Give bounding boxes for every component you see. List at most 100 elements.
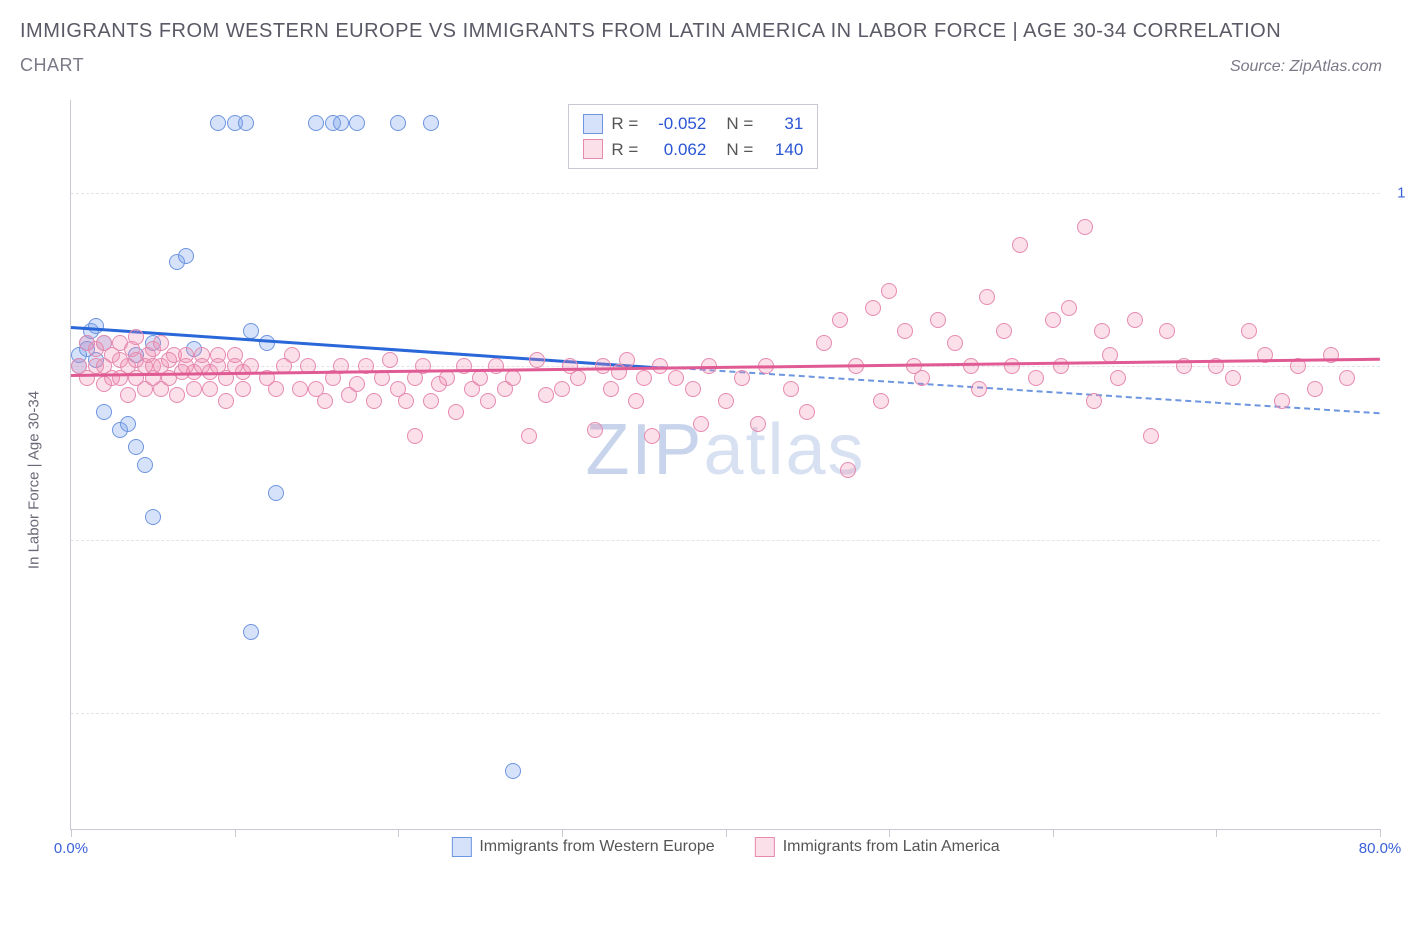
scatter-point — [947, 335, 963, 351]
scatter-point — [505, 763, 521, 779]
legend-swatch — [583, 139, 603, 159]
chart-subtitle: CHART — [20, 55, 84, 76]
x-tick — [1216, 829, 1217, 837]
scatter-point — [529, 352, 545, 368]
scatter-point — [734, 370, 750, 386]
scatter-point — [472, 370, 488, 386]
scatter-point — [1307, 381, 1323, 397]
scatter-point — [268, 381, 284, 397]
watermark: ZIPatlas — [585, 409, 865, 491]
scatter-point — [570, 370, 586, 386]
x-tick — [562, 829, 563, 837]
scatter-point — [1127, 312, 1143, 328]
correlation-legend: R = -0.052 N = 31R =0.062N =140 — [568, 104, 818, 169]
scatter-point — [88, 318, 104, 334]
scatter-point — [971, 381, 987, 397]
legend-series-label: Immigrants from Latin America — [783, 838, 1000, 856]
legend-series-label: Immigrants from Western Europe — [479, 838, 714, 856]
scatter-point — [750, 416, 766, 432]
scatter-point — [816, 335, 832, 351]
scatter-point — [1045, 312, 1061, 328]
scatter-point — [1086, 393, 1102, 409]
scatter-point — [1110, 370, 1126, 386]
scatter-point — [366, 393, 382, 409]
scatter-point — [145, 509, 161, 525]
scatter-point — [587, 422, 603, 438]
scatter-point — [382, 352, 398, 368]
legend-swatch — [451, 837, 471, 857]
scatter-point — [1274, 393, 1290, 409]
scatter-point — [603, 381, 619, 397]
scatter-point — [521, 428, 537, 444]
scatter-point — [1012, 237, 1028, 253]
scatter-point — [1061, 300, 1077, 316]
scatter-point — [554, 381, 570, 397]
scatter-point — [292, 381, 308, 397]
scatter-point — [349, 376, 365, 392]
scatter-point — [120, 416, 136, 432]
scatter-point — [178, 248, 194, 264]
x-tick — [71, 829, 72, 837]
scatter-point — [186, 381, 202, 397]
scatter-point — [284, 347, 300, 363]
scatter-point — [349, 115, 365, 131]
scatter-point — [120, 387, 136, 403]
legend-row: R =-0.052N =31 — [583, 111, 803, 137]
scatter-point — [268, 485, 284, 501]
scatter-point — [202, 381, 218, 397]
legend-r-label: R = — [611, 111, 638, 137]
scatter-point — [153, 335, 169, 351]
gridline — [71, 193, 1380, 194]
source-credit: Source: ZipAtlas.com — [1230, 58, 1382, 76]
x-tick-label: 80.0% — [1359, 840, 1402, 857]
scatter-point — [407, 428, 423, 444]
legend-n-label: N = — [726, 137, 753, 163]
scatter-point — [128, 329, 144, 345]
scatter-point — [963, 358, 979, 374]
x-tick — [398, 829, 399, 837]
gridline — [71, 540, 1380, 541]
scatter-point — [1159, 323, 1175, 339]
x-tick — [1380, 829, 1381, 837]
scatter-point — [448, 404, 464, 420]
scatter-point — [480, 393, 496, 409]
scatter-point — [1028, 370, 1044, 386]
scatter-point — [595, 358, 611, 374]
scatter-point — [137, 457, 153, 473]
scatter-point — [865, 300, 881, 316]
chart-area: In Labor Force | Age 30-34 ZIPatlas R =-… — [50, 100, 1390, 860]
scatter-point — [243, 624, 259, 640]
scatter-point — [636, 370, 652, 386]
scatter-point — [178, 347, 194, 363]
scatter-point — [505, 370, 521, 386]
scatter-point — [840, 462, 856, 478]
scatter-point — [169, 387, 185, 403]
scatter-point — [210, 115, 226, 131]
scatter-point — [718, 393, 734, 409]
scatter-point — [930, 312, 946, 328]
scatter-point — [96, 404, 112, 420]
legend-swatch — [583, 114, 603, 134]
x-tick — [726, 829, 727, 837]
scatter-point — [1241, 323, 1257, 339]
legend-item: Immigrants from Western Europe — [451, 837, 714, 857]
scatter-point — [218, 393, 234, 409]
scatter-point — [979, 289, 995, 305]
scatter-point — [238, 115, 254, 131]
scatter-point — [873, 393, 889, 409]
gridline — [71, 713, 1380, 714]
scatter-point — [644, 428, 660, 444]
legend-r-value: -0.052 — [646, 111, 706, 137]
legend-r-label: R = — [611, 137, 638, 163]
scatter-point — [685, 381, 701, 397]
scatter-point — [398, 393, 414, 409]
scatter-point — [799, 404, 815, 420]
scatter-point — [628, 393, 644, 409]
scatter-point — [783, 381, 799, 397]
y-axis-title: In Labor Force | Age 30-34 — [26, 391, 43, 569]
legend-row: R =0.062N =140 — [583, 137, 803, 163]
legend-n-value: 31 — [761, 111, 803, 137]
scatter-point — [317, 393, 333, 409]
scatter-point — [538, 387, 554, 403]
scatter-point — [128, 439, 144, 455]
